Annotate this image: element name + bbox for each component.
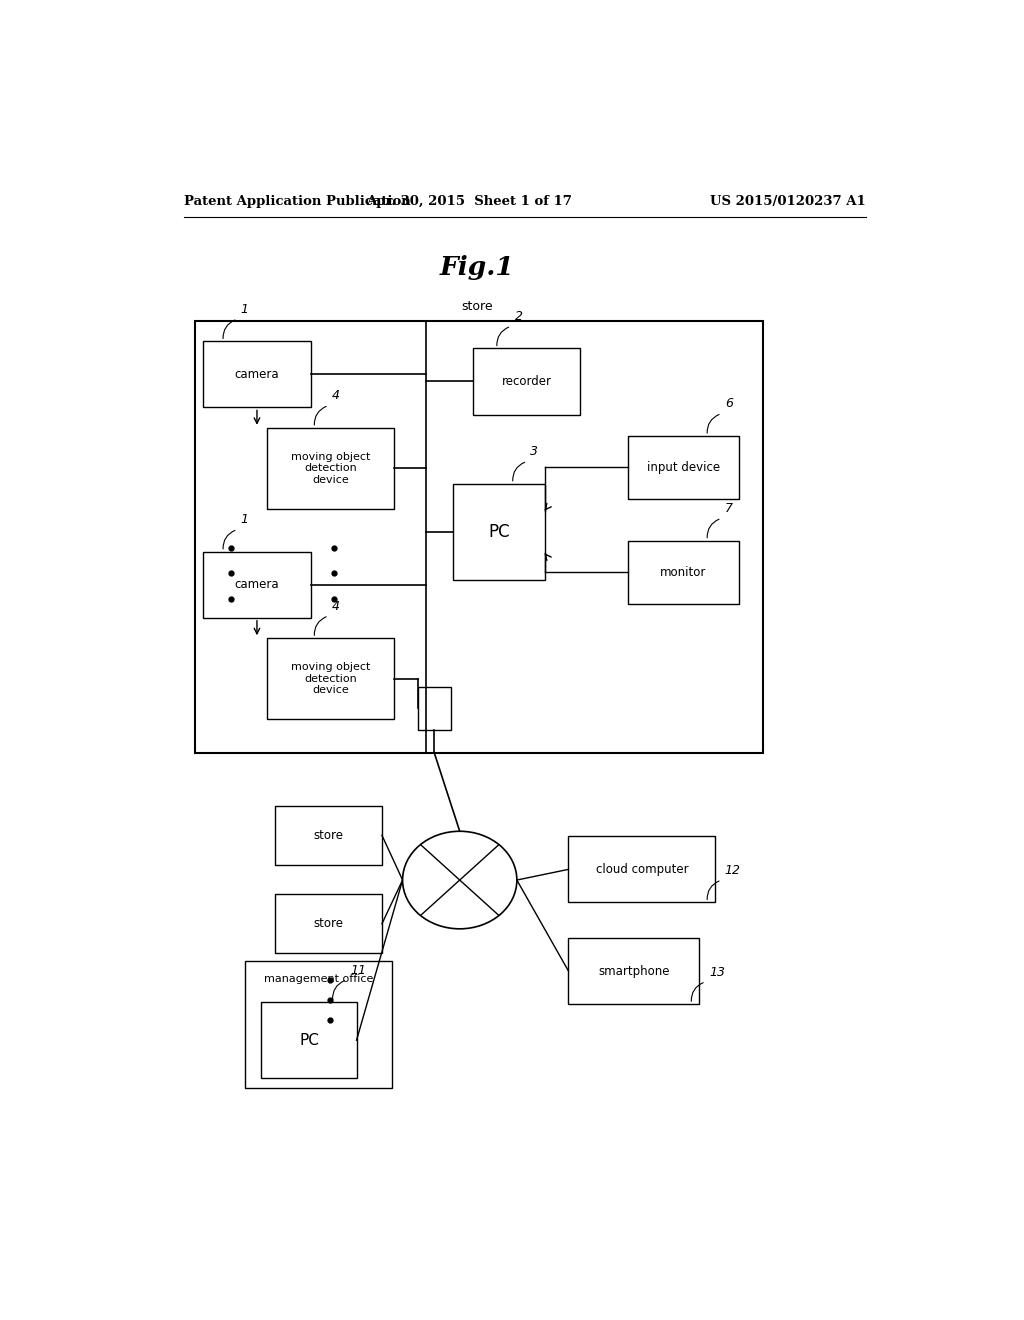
Bar	[473, 348, 581, 414]
Text: camera: camera	[234, 368, 280, 381]
Text: Fig.1: Fig.1	[440, 255, 514, 280]
Text: 4: 4	[332, 389, 340, 403]
Bar	[628, 436, 739, 499]
Bar	[628, 541, 739, 603]
Text: store: store	[313, 917, 343, 931]
Bar	[274, 894, 382, 953]
Text: 6: 6	[725, 397, 733, 411]
Text: management office: management office	[264, 974, 374, 983]
Bar	[204, 552, 310, 618]
Bar	[261, 1002, 356, 1078]
Text: 12: 12	[725, 865, 740, 876]
Text: store: store	[462, 300, 493, 313]
Text: PC: PC	[299, 1032, 318, 1048]
Bar	[267, 638, 394, 719]
Text: input device: input device	[647, 461, 720, 474]
Text: 11: 11	[350, 964, 367, 977]
Text: 7: 7	[725, 502, 733, 515]
Bar	[418, 686, 451, 730]
Text: 2: 2	[514, 310, 522, 323]
Bar	[204, 342, 310, 408]
Text: 13: 13	[709, 966, 725, 978]
Text: cloud computer: cloud computer	[596, 863, 688, 876]
Text: moving object
detection
device: moving object detection device	[291, 663, 370, 696]
Text: Apr. 30, 2015  Sheet 1 of 17: Apr. 30, 2015 Sheet 1 of 17	[367, 194, 572, 207]
Text: monitor: monitor	[660, 565, 707, 578]
Bar	[267, 428, 394, 510]
Text: store: store	[313, 829, 343, 842]
Text: recorder: recorder	[502, 375, 552, 388]
Text: camera: camera	[234, 578, 280, 591]
Bar	[274, 805, 382, 865]
Text: PC: PC	[488, 523, 510, 541]
Text: 1: 1	[241, 513, 249, 527]
Text: 1: 1	[241, 304, 249, 315]
Text: 3: 3	[530, 445, 539, 458]
Bar	[454, 483, 545, 581]
Text: 4: 4	[332, 599, 340, 612]
Text: US 2015/0120237 A1: US 2015/0120237 A1	[711, 194, 866, 207]
Text: smartphone: smartphone	[598, 965, 670, 978]
Text: moving object
detection
device: moving object detection device	[291, 451, 370, 484]
Bar	[568, 837, 715, 903]
Text: Patent Application Publication: Patent Application Publication	[183, 194, 411, 207]
Bar	[246, 961, 392, 1089]
Ellipse shape	[402, 832, 517, 929]
Bar	[568, 939, 699, 1005]
Bar	[196, 321, 763, 752]
